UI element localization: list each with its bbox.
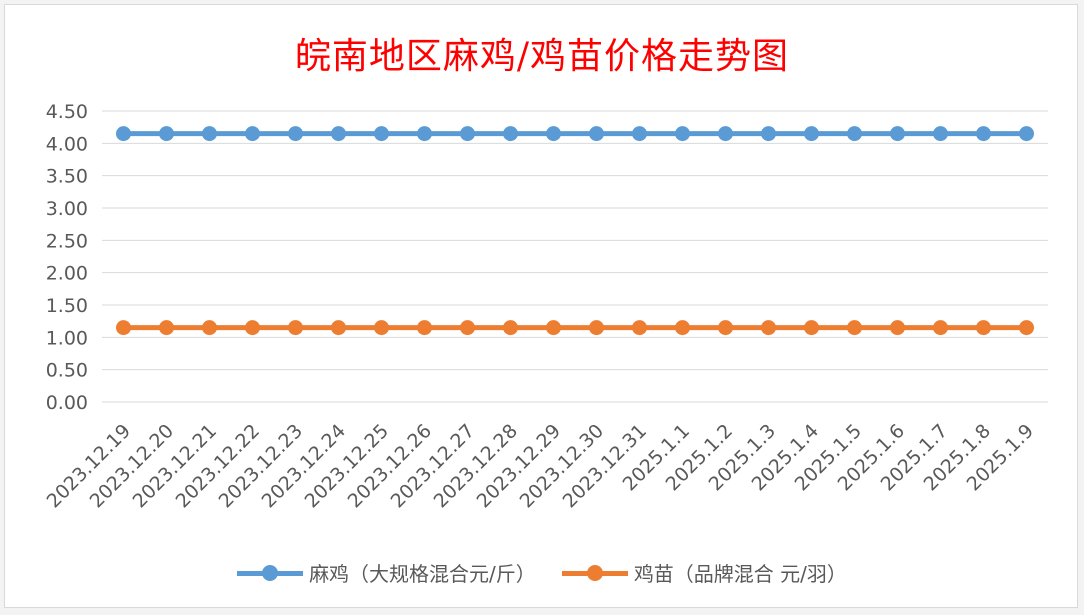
- series-2-point: [718, 320, 733, 336]
- series-1-point: [374, 126, 389, 142]
- series-2-point: [417, 320, 432, 336]
- chart-title: 皖南地区麻鸡/鸡苗价格走势图: [294, 36, 790, 77]
- y-tick-label: 0.50: [46, 360, 88, 382]
- series-1-point: [718, 126, 733, 142]
- series-1-point: [116, 126, 131, 142]
- series-2-point: [890, 320, 905, 336]
- series-2-point: [331, 320, 346, 336]
- y-tick-label: 3.50: [46, 166, 88, 188]
- legend-item-1: 麻鸡（大规格混合元/斤）: [237, 558, 536, 587]
- legend-label: 鸡苗（品牌混合 元/羽）: [633, 562, 847, 586]
- series-1-point: [632, 126, 647, 142]
- y-tick-label: 1.50: [46, 295, 88, 317]
- series-2-point: [116, 320, 131, 336]
- y-tick-label: 2.50: [46, 230, 88, 252]
- legend-swatch: [237, 561, 304, 585]
- series-1-point: [847, 126, 862, 142]
- series-2-point: [546, 320, 561, 336]
- y-tick-label: 1.00: [46, 327, 88, 349]
- legend-label: 麻鸡（大规格混合元/斤）: [309, 562, 536, 586]
- series-2-point: [460, 320, 475, 336]
- series-1-point: [804, 126, 819, 142]
- series-1-point: [288, 126, 303, 142]
- series-2-point: [804, 320, 819, 336]
- series-1-point: [202, 126, 217, 142]
- series-1-point: [1019, 126, 1034, 142]
- series-1-point: [417, 126, 432, 142]
- y-tick-label: 0.00: [46, 392, 88, 414]
- y-tick-label: 4.00: [46, 133, 88, 155]
- series-1-point: [589, 126, 604, 142]
- series-1-point: [331, 126, 346, 142]
- series-2-point: [847, 320, 862, 336]
- series-2-point: [976, 320, 991, 336]
- series-1-point: [159, 126, 174, 142]
- series-1-point: [245, 126, 260, 142]
- legend-item-2: 鸡苗（品牌混合 元/羽）: [561, 558, 847, 587]
- legend: 麻鸡（大规格混合元/斤） 鸡苗（品牌混合 元/羽）: [5, 558, 1079, 587]
- series-1-point: [503, 126, 518, 142]
- series-1-point: [933, 126, 948, 142]
- series-2-point: [589, 320, 604, 336]
- series-2-point: [675, 320, 690, 336]
- series-2-point: [374, 320, 389, 336]
- series-1-point: [675, 126, 690, 142]
- y-tick-label: 2.00: [46, 263, 88, 285]
- series-1-point: [976, 126, 991, 142]
- y-tick-label: 4.50: [46, 101, 88, 123]
- series-2-point: [632, 320, 647, 336]
- series-2-point: [933, 320, 948, 336]
- plot-area: 0.00 0.50 1.00 1.50 2.00 2.50 3.00 3.50 4.00 4.50…: [43, 101, 1048, 512]
- series-2-point: [1019, 320, 1034, 336]
- series-2-point: [288, 320, 303, 336]
- series-1-point: [546, 126, 561, 142]
- legend-swatch: [561, 561, 628, 585]
- series-2-point: [761, 320, 776, 336]
- series-2-point: [159, 320, 174, 336]
- series-1-point: [460, 126, 475, 142]
- series-2-point: [202, 320, 217, 336]
- y-tick-label: 3.00: [46, 198, 88, 220]
- chart-frame: 皖南地区麻鸡/鸡苗价格走势图 0.00 0.50 1.00 1.50 2.00 2.50 3…: [4, 4, 1078, 608]
- series-2-point: [245, 320, 260, 336]
- series-1-point: [761, 126, 776, 142]
- series-1-point: [890, 126, 905, 142]
- series-2-point: [503, 320, 518, 336]
